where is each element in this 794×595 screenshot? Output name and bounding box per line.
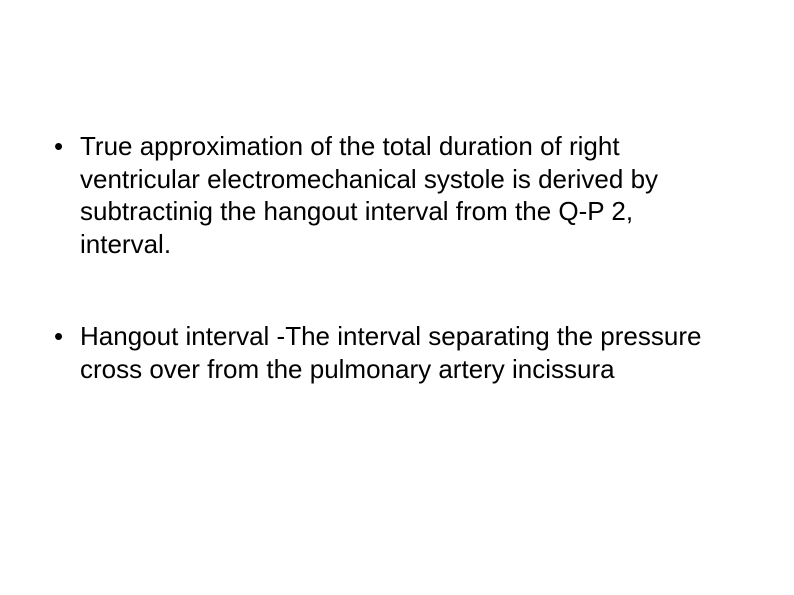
list-item: True approximation of the total duration… [50,130,724,260]
bullet-text: True approximation of the total duration… [80,131,658,259]
bullet-text: Hangout interval -The interval separatin… [80,321,701,384]
list-item: Hangout interval -The interval separatin… [50,320,724,385]
bullet-list: True approximation of the total duration… [50,130,724,385]
slide: True approximation of the total duration… [0,0,794,595]
